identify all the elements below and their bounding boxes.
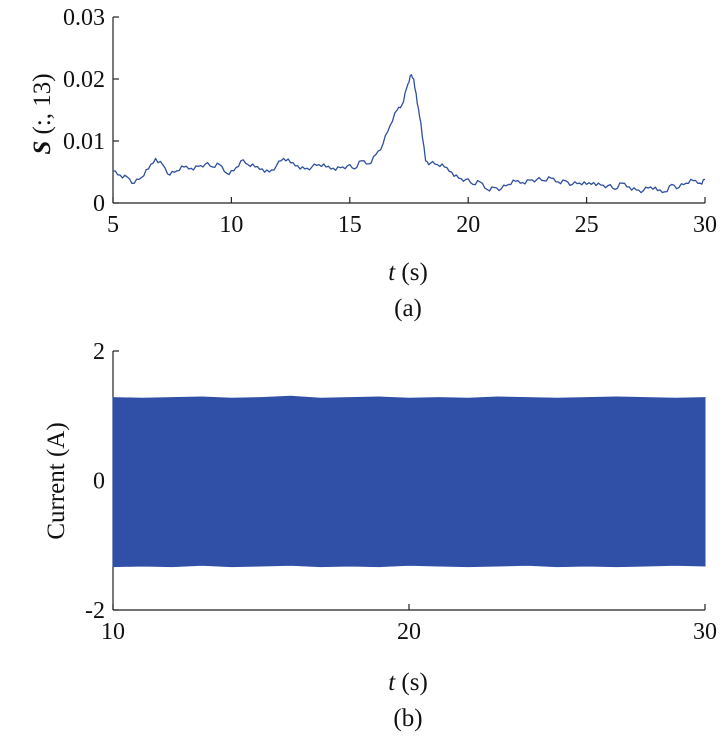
panel-b-x-tick-label: 30 [693, 619, 717, 645]
panel-a-y-axis-title: S (:, 13) [29, 73, 56, 154]
panel-b-x-var: t [388, 669, 396, 696]
panel-a-series-line [112, 74, 706, 194]
panel-a-y-rest: (:, 13) [29, 73, 56, 134]
panel-a-chart: 5 10 15 20 25 30 0 0.01 0.02 0.03 [63, 5, 717, 238]
panel-a-x-tick-label: 15 [338, 212, 362, 238]
panel-a-y-tick-label: 0.01 [63, 129, 105, 155]
panel-a-x-unit: (s) [401, 259, 427, 286]
panel-b-chart: 10 20 30 -2 0 2 [85, 339, 717, 645]
panel-a-y-tick-label: 0.02 [63, 67, 105, 93]
panel-b-y-tick-label: -2 [85, 598, 105, 624]
panel-b-current-envelope [112, 395, 706, 568]
panel-a-label: (a) [394, 295, 422, 322]
panel-b-y-tick-label: 2 [93, 339, 105, 365]
panel-a-x-tick-label: 10 [219, 212, 243, 238]
panel-b-x-tick-label: 20 [397, 619, 421, 645]
panel-b-x-axis-title: t (s) [388, 669, 428, 696]
panel-b-y-tick-label: 0 [93, 469, 105, 495]
panel-b-y-axis-title: Current (A) [43, 422, 70, 539]
panel-b-label: (b) [393, 705, 422, 732]
panel-b-x-tick-label: 10 [101, 619, 125, 645]
panel-a-y-tick-label: 0 [93, 191, 105, 217]
panel-a-y-tick-label: 0.03 [63, 5, 105, 31]
panel-a-x-tick-label: 25 [575, 212, 599, 238]
panel-a-x-tick-label: 30 [693, 212, 717, 238]
panel-a-x-tick-label: 5 [107, 212, 119, 238]
panel-a-x-tick-label: 20 [456, 212, 480, 238]
panel-a-x-axis-title: t (s) [388, 259, 428, 286]
panel-a-y-var: S [29, 141, 56, 155]
panel-b-x-unit: (s) [401, 669, 427, 696]
panel-a-x-var: t [388, 259, 396, 286]
